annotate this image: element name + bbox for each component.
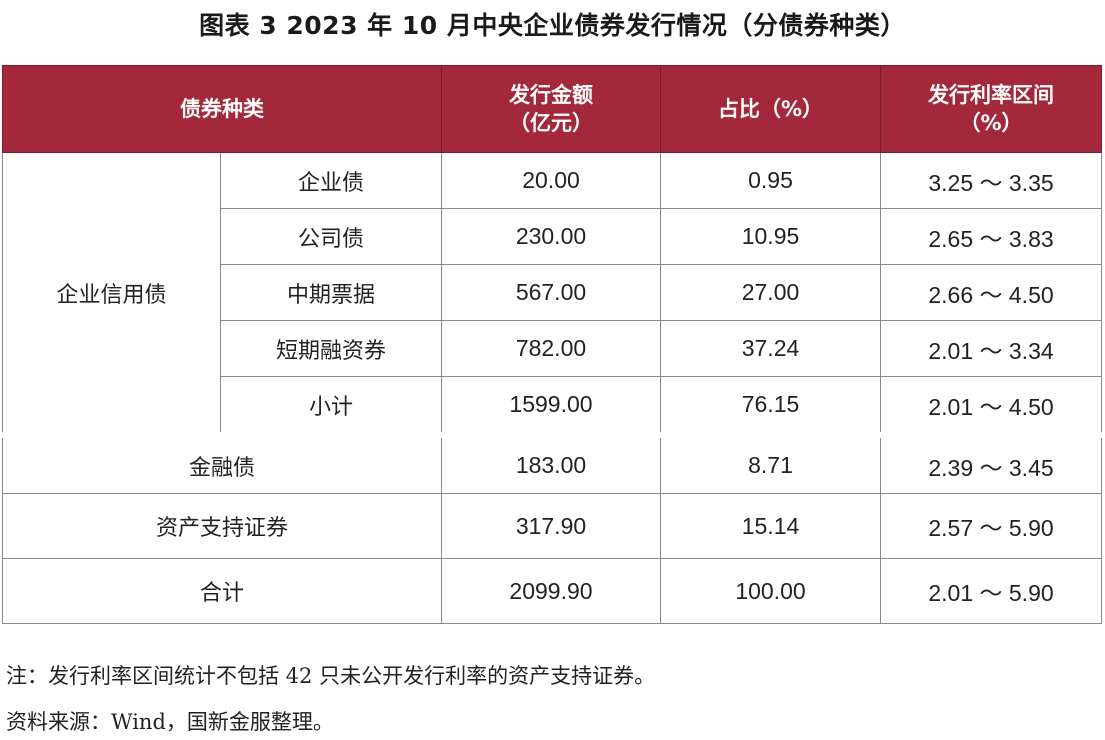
table-row: 短期融资券 782.00 37.24 2.01 ～ 3.34 xyxy=(3,320,1102,377)
row-amount: 317.90 xyxy=(441,493,661,559)
footnote: 注：发行利率区间统计不包括 42 只未公开发行利率的资产支持证券。 xyxy=(6,664,656,688)
table-row-subtotal: 小计 1599.00 76.15 2.01 ～ 4.50 xyxy=(3,376,1102,436)
row-amount: 230.00 xyxy=(441,208,661,265)
row-rate: 3.25 ～ 3.35 xyxy=(880,152,1102,209)
row-rate: 2.65 ～ 3.83 xyxy=(880,208,1102,265)
row-amount: 1599.00 xyxy=(441,376,661,436)
row-amount: 183.00 xyxy=(441,432,661,494)
row-share: 100.00 xyxy=(660,558,881,624)
row-rate: 2.57 ～ 5.90 xyxy=(880,493,1102,559)
group-label-corporate-credit: 企业信用债 xyxy=(2,152,221,436)
table-row: 企业信用债 企业债 20.00 0.95 3.25 ～ 3.35 xyxy=(2,152,1102,436)
row-share: 10.95 xyxy=(660,208,881,265)
table-title: 图表 3 2023 年 10 月中央企业债券发行情况（分债券种类） xyxy=(199,11,906,40)
row-name: 合计 xyxy=(2,558,442,624)
header-rate-line2: （%） xyxy=(959,111,1023,135)
header-rate-line1: 发行利率区间 xyxy=(928,83,1054,107)
row-share: 8.71 xyxy=(660,432,881,494)
header-rate: 发行利率区间 （%） xyxy=(880,65,1102,153)
row-share: 0.95 xyxy=(660,152,881,209)
row-rate: 2.39 ～ 3.45 xyxy=(880,432,1102,494)
row-name: 企业债 xyxy=(220,152,442,209)
row-rate: 2.01 ～ 4.50 xyxy=(880,376,1102,436)
bond-issuance-table: 债券种类 发行金额 （亿元） 占比（%） 发行利率区间 （%） 企业信用债 企业… xyxy=(2,65,1102,624)
row-amount: 2099.90 xyxy=(441,558,661,624)
header-share: 占比（%） xyxy=(660,65,881,153)
row-amount: 20.00 xyxy=(441,152,661,209)
row-amount: 567.00 xyxy=(441,264,661,321)
row-name: 小计 xyxy=(220,376,442,436)
row-rate: 2.01 ～ 5.90 xyxy=(880,558,1102,624)
row-name: 金融债 xyxy=(2,432,442,494)
row-name: 公司债 xyxy=(220,208,442,265)
table-row: 金融债 183.00 8.71 2.39 ～ 3.45 xyxy=(2,432,1102,494)
source-note: 资料来源：Wind，国新金服整理。 xyxy=(6,710,334,734)
table-row-total: 合计 2099.90 100.00 2.01 ～ 5.90 xyxy=(2,558,1102,624)
header-amount-line1: 发行金额 xyxy=(509,83,593,107)
row-rate: 2.01 ～ 3.34 xyxy=(880,320,1102,377)
row-name: 中期票据 xyxy=(220,264,442,321)
header-category: 债券种类 xyxy=(2,65,442,153)
header-amount: 发行金额 （亿元） xyxy=(441,65,661,153)
row-amount: 782.00 xyxy=(441,320,661,377)
row-share: 27.00 xyxy=(660,264,881,321)
table-header-row: 债券种类 发行金额 （亿元） 占比（%） 发行利率区间 （%） xyxy=(2,65,1102,153)
header-amount-line2: （亿元） xyxy=(509,111,593,135)
table-row: 资产支持证券 317.90 15.14 2.57 ～ 5.90 xyxy=(2,493,1102,559)
row-rate: 2.66 ～ 4.50 xyxy=(880,264,1102,321)
row-name: 短期融资券 xyxy=(220,320,442,377)
row-share: 37.24 xyxy=(660,320,881,377)
row-share: 15.14 xyxy=(660,493,881,559)
row-share: 76.15 xyxy=(660,376,881,436)
row-name: 资产支持证券 xyxy=(2,493,442,559)
